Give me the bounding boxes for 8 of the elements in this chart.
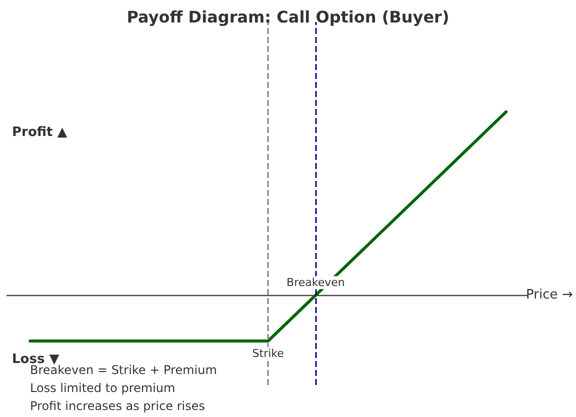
chart-title: Payoff Diagram: Call Option (Buyer) — [126, 8, 450, 26]
annotation: Profit ▲ — [12, 125, 68, 140]
text: Profit increases as price rises — [30, 399, 206, 413]
annotation: Breakeven — [286, 276, 345, 290]
x-axis-title: Price → — [526, 288, 573, 303]
text: Breakeven = Strike + Premium — [30, 363, 217, 377]
text: Strike — [252, 347, 284, 360]
text: Loss limited to premium — [30, 381, 176, 395]
